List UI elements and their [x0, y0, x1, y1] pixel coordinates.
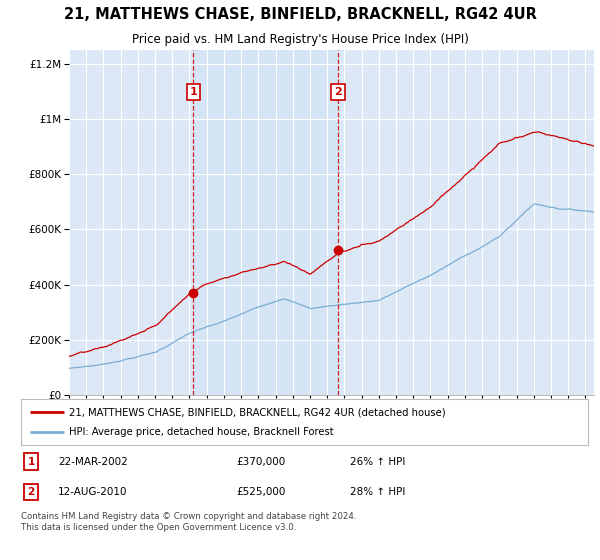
Text: Price paid vs. HM Land Registry's House Price Index (HPI): Price paid vs. HM Land Registry's House …	[131, 34, 469, 46]
Text: Contains HM Land Registry data © Crown copyright and database right 2024.
This d: Contains HM Land Registry data © Crown c…	[21, 512, 356, 532]
Text: 2: 2	[28, 487, 35, 497]
Text: 1: 1	[28, 456, 35, 466]
Text: 26% ↑ HPI: 26% ↑ HPI	[350, 456, 405, 466]
Text: 21, MATTHEWS CHASE, BINFIELD, BRACKNELL, RG42 4UR (detached house): 21, MATTHEWS CHASE, BINFIELD, BRACKNELL,…	[69, 407, 446, 417]
Text: 2: 2	[334, 87, 342, 97]
Text: 1: 1	[190, 87, 197, 97]
Text: £525,000: £525,000	[236, 487, 286, 497]
Text: 21, MATTHEWS CHASE, BINFIELD, BRACKNELL, RG42 4UR: 21, MATTHEWS CHASE, BINFIELD, BRACKNELL,…	[64, 7, 536, 22]
Text: £370,000: £370,000	[236, 456, 286, 466]
Text: 28% ↑ HPI: 28% ↑ HPI	[350, 487, 405, 497]
Bar	[193, 50, 338, 395]
Text: HPI: Average price, detached house, Bracknell Forest: HPI: Average price, detached house, Brac…	[69, 427, 334, 437]
Text: 22-MAR-2002: 22-MAR-2002	[58, 456, 128, 466]
Text: 12-AUG-2010: 12-AUG-2010	[58, 487, 127, 497]
